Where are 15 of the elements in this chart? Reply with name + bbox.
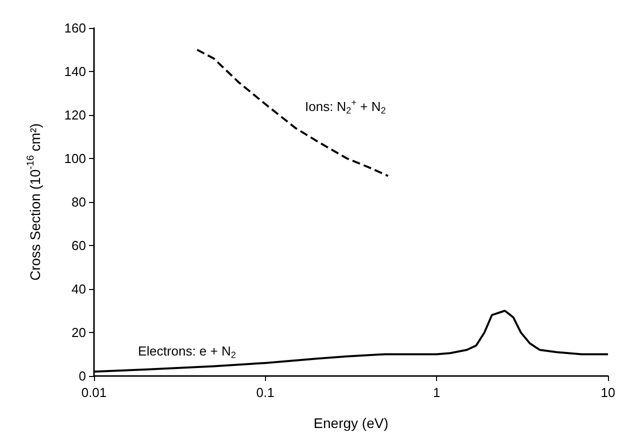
- y-tick-label: 40: [72, 282, 86, 296]
- y-tick-label: 100: [64, 151, 86, 166]
- x-axis-title: Energy (eV): [314, 415, 388, 431]
- y-tick-label: 120: [64, 108, 86, 122]
- x-tick-label: 1: [433, 385, 440, 400]
- y-tick-label: 60: [72, 238, 86, 253]
- x-tick-label: 0.1: [256, 385, 274, 400]
- y-tick-label: 20: [72, 325, 86, 340]
- y-tick-label: 140: [64, 64, 86, 79]
- y-tick-label: 0: [78, 368, 86, 384]
- y-axis-title: Cross Section (10-16 cm²): [25, 123, 43, 281]
- x-tick-label: 0.01: [81, 385, 107, 400]
- y-tick-label: 160: [64, 20, 86, 36]
- y-tick-label: 80: [72, 194, 86, 210]
- x-tick-label: 10: [600, 385, 616, 400]
